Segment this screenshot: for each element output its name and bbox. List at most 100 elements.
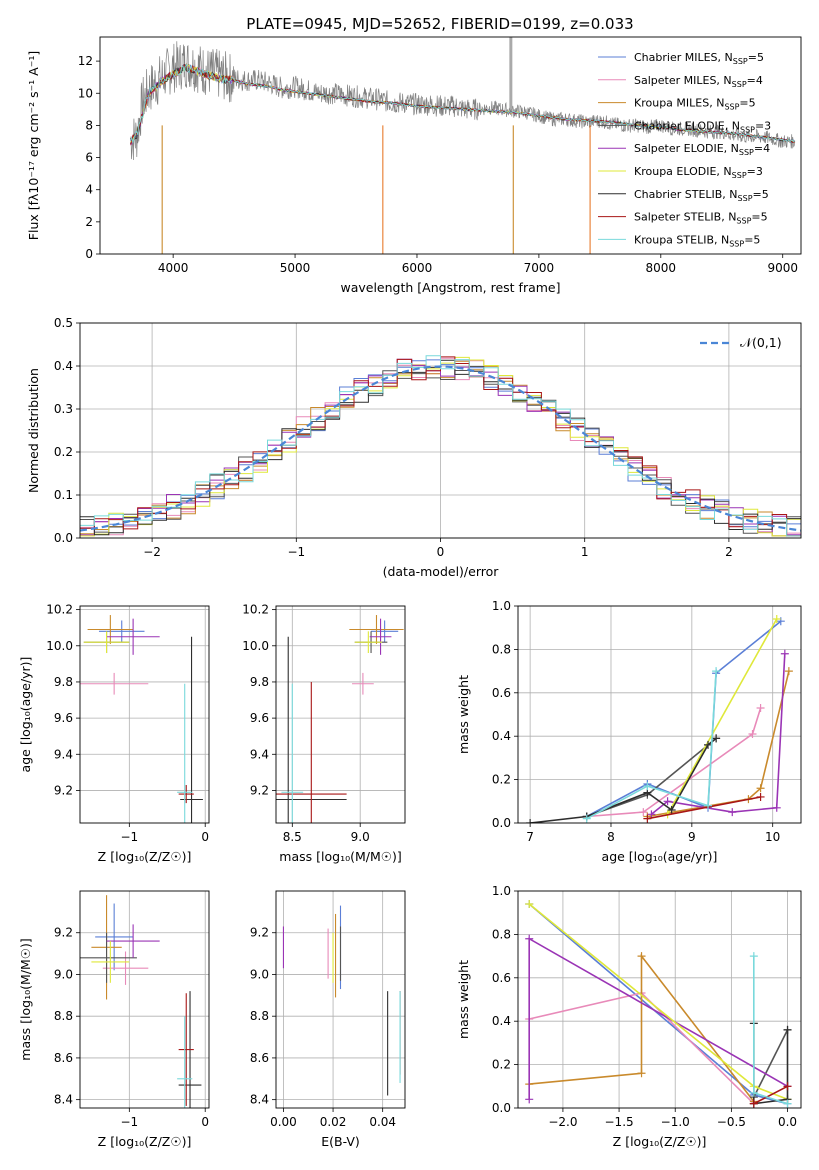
panel-ebv-mass: 0.00 0.02 0.04 8.4 8.6 8.8 9.0 9.2 E(B-V) [250, 890, 406, 1149]
y-tick-label: 0 [85, 247, 93, 261]
panel-residuals: −2 −1 0 1 2 0.0 0.1 0.2 0.3 0.4 0.5 (data-model)/er… [26, 316, 802, 579]
y-tick-label: 0.4 [492, 1014, 511, 1028]
axes-frame [99, 36, 802, 255]
model-spectrum-line [130, 63, 796, 145]
y-axis-label: Normed distribution [26, 368, 41, 493]
y-tick-label: 9.6 [250, 711, 269, 725]
x-tick-label: 0 [201, 1115, 209, 1129]
weight-point-marker [756, 792, 765, 801]
legend-label: Salpeter ELODIE, NSSP=4 [634, 142, 770, 157]
weight-point-marker [526, 819, 535, 823]
weight-point-marker [783, 1082, 792, 1091]
legend-label: Salpeter MILES, NSSP=4 [634, 74, 763, 89]
x-tick-label: −1 [120, 1115, 138, 1129]
plot-area [80, 355, 801, 537]
y-tick-label: 10 [78, 86, 93, 100]
weight-point-marker [749, 952, 758, 961]
weight-point-marker [749, 1088, 758, 1097]
panel-spectrum: 4000 5000 6000 7000 8000 9000 0 2 4 6 8 10 12 wavelen… [26, 36, 802, 295]
residual-histogram-step [80, 366, 801, 534]
axes-frame [517, 890, 802, 1109]
weight-point-marker [647, 810, 656, 819]
y-tick-label: 0.8 [492, 642, 511, 656]
y-tick-label: 8.4 [250, 1093, 269, 1107]
y-tick-label: 0.6 [492, 971, 511, 985]
legend-label: Kroupa STELIB, NSSP=5 [634, 233, 760, 248]
y-tick-label: 0.3 [54, 402, 73, 416]
panel-z-weight: −2.0 −1.5 −1.0 −0.5 0.0 0.0 0.2 0.4 0.6 0.8 1.0 Z [… [456, 884, 802, 1149]
y-tick-label: 9.2 [54, 926, 73, 940]
weight-series-line [529, 953, 755, 1102]
axes-frame [79, 890, 210, 1109]
y-tick-label: 0.2 [492, 773, 511, 787]
figure-title: PLATE=0945, MJD=52652, FIBERID=0199, z=0… [246, 15, 633, 33]
y-tick-label: 10.0 [242, 639, 269, 653]
y-tick-label: 8.8 [54, 1009, 73, 1023]
weight-point-marker [780, 649, 789, 658]
y-axis-label: age [log₁₀(age/yr)] [18, 657, 33, 773]
y-tick-label: 8.4 [54, 1093, 73, 1107]
x-tick-label: −1.0 [661, 1115, 690, 1129]
y-tick-label: 0.0 [54, 531, 73, 545]
x-tick-label: 9.0 [351, 830, 370, 844]
y-tick-label: 9.0 [54, 967, 73, 981]
y-tick-label: 8.6 [250, 1051, 269, 1065]
x-tick-label: 4000 [158, 261, 189, 275]
weight-point-marker [756, 784, 765, 793]
y-tick-label: 9.4 [54, 747, 73, 761]
weight-series-line [528, 903, 788, 1101]
plot-area [276, 615, 404, 823]
y-tick-label: 0.8 [492, 927, 511, 941]
x-axis-label: wavelength [Angstrom, rest frame] [340, 280, 560, 295]
y-tick-label: 10.2 [242, 603, 269, 617]
weight-point-marker [582, 814, 591, 823]
plot-area [282, 905, 401, 1096]
weight-point-marker [784, 667, 793, 676]
x-axis-label: age [log₁₀(age/yr)] [602, 849, 718, 864]
weight-point-marker [772, 803, 781, 812]
x-tick-label: 9 [688, 830, 696, 844]
weight-point-marker [525, 1095, 534, 1104]
x-axis-label: Z [log₁₀(Z/Z☉)] [98, 1134, 192, 1149]
y-tick-label: 10.2 [46, 603, 73, 617]
x-tick-label: −2 [143, 545, 161, 559]
y-axis-label: mass weight [456, 960, 471, 1039]
axes-frame [275, 605, 406, 824]
plot-area [80, 895, 202, 1108]
y-axis-label: mass weight [456, 675, 471, 754]
y-tick-label: 0.5 [54, 316, 73, 330]
plot-area [525, 900, 792, 1108]
weight-point-marker [667, 805, 676, 814]
y-tick-label: 9.6 [54, 711, 73, 725]
residual-histogram-step [80, 355, 801, 537]
weight-series-line [650, 653, 786, 815]
weight-series-line [753, 1085, 788, 1105]
weight-series-line [647, 670, 790, 818]
y-tick-label: 0.0 [492, 1101, 511, 1115]
weight-point-marker [783, 1099, 792, 1108]
y-tick-label: 9.2 [54, 783, 73, 797]
x-tick-label: 0 [437, 545, 445, 559]
y-tick-label: 9.2 [250, 783, 269, 797]
x-tick-label: −0.5 [717, 1115, 746, 1129]
y-tick-label: 9.2 [250, 926, 269, 940]
x-tick-label: 10 [765, 830, 780, 844]
panel-z-mass: −1 0 8.4 8.6 8.8 9.0 9.2 Z [log₁₀(Z/Z☉)] mass [l… [18, 890, 210, 1149]
x-tick-label: 8.5 [283, 830, 302, 844]
weight-point-marker [756, 703, 765, 712]
weight-point-marker [639, 808, 648, 817]
weight-point-marker [704, 801, 713, 810]
weight-point-marker [525, 934, 534, 943]
weight-series-line [753, 956, 788, 1105]
y-tick-label: 8.8 [250, 1009, 269, 1023]
weight-point-marker [776, 617, 785, 626]
weight-series-line [586, 737, 717, 818]
axes-frame [275, 890, 406, 1109]
x-tick-label: 7 [526, 830, 534, 844]
weight-series-line [586, 707, 762, 818]
x-tick-label: 7000 [524, 261, 555, 275]
x-axis-label: E(B-V) [321, 1134, 360, 1149]
spectrum-legend: Chabrier MILES, NSSP=5 Salpeter MILES, NS… [598, 51, 771, 248]
y-tick-label: 8 [85, 118, 93, 132]
